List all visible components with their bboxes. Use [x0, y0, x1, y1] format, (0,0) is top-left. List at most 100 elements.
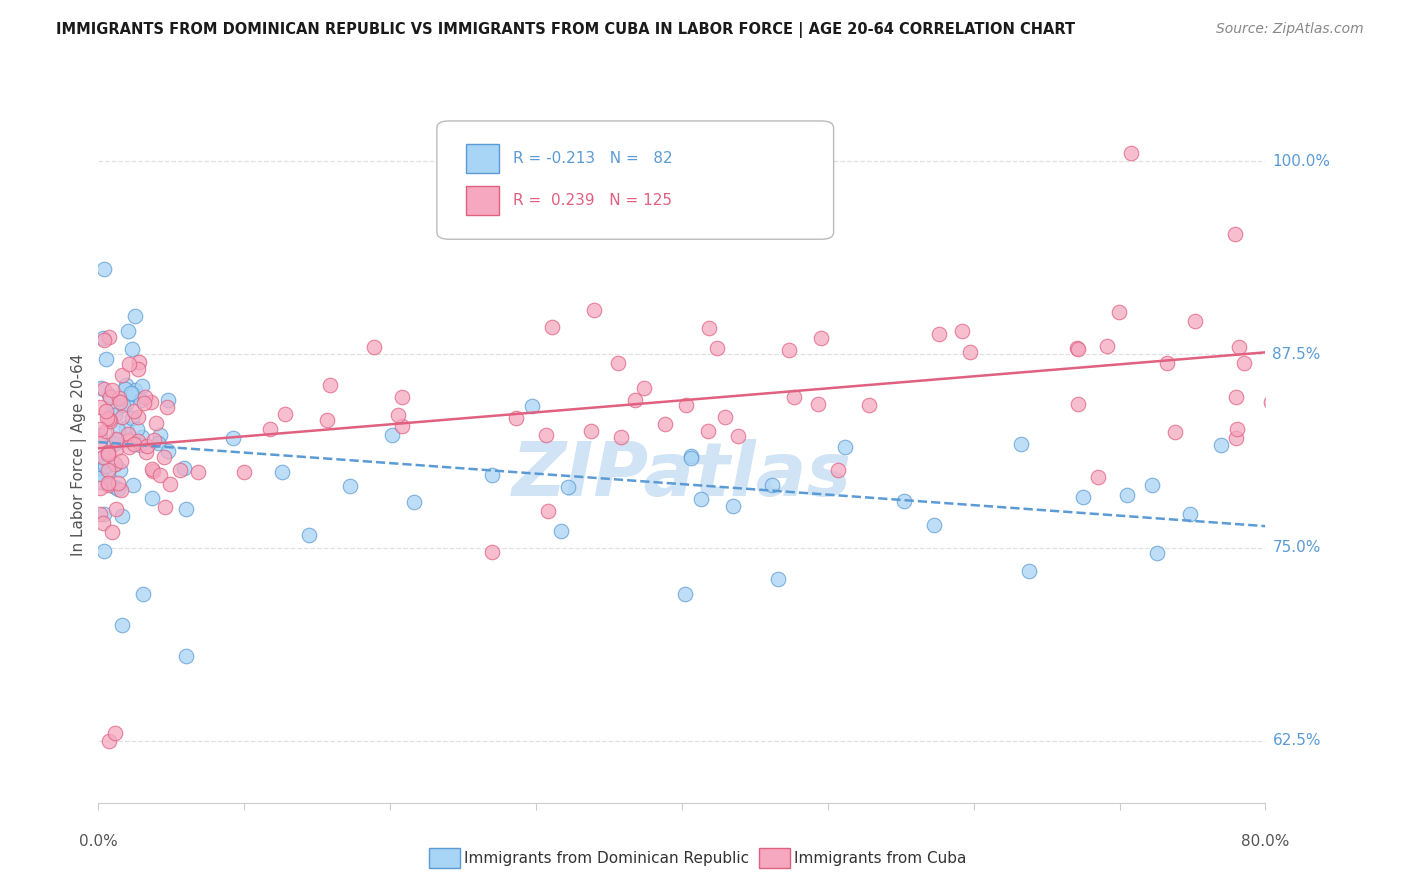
Point [1010, 437, 1032, 451]
Point [1395, 454, 1406, 468]
Point [104, 480, 127, 494]
Point [94, 458, 117, 473]
Point [124, 383, 146, 397]
Point [222, 431, 245, 445]
Point [169, 463, 191, 477]
Text: 87.5%: 87.5% [1272, 347, 1320, 362]
Point [807, 397, 830, 411]
Point [91, 450, 114, 464]
Point [135, 445, 157, 459]
Point [536, 428, 558, 442]
Point [681, 451, 703, 466]
Point [1319, 345, 1341, 359]
Point [316, 412, 339, 426]
Point [152, 450, 174, 464]
Point [696, 424, 718, 438]
Point [157, 392, 180, 407]
Point [858, 398, 880, 412]
Point [270, 465, 292, 479]
Point [97, 476, 120, 491]
Point [550, 524, 572, 538]
Point [1226, 422, 1249, 436]
Point [1071, 490, 1094, 504]
Point [1095, 339, 1118, 353]
Point [673, 587, 696, 601]
Point [675, 398, 697, 412]
Point [557, 480, 579, 494]
Text: 100.0%: 100.0% [1272, 153, 1330, 169]
Point [139, 395, 162, 409]
Point [89, 467, 111, 481]
Point [127, 362, 149, 376]
Point [121, 342, 143, 356]
Point [1225, 390, 1247, 404]
Point [110, 453, 132, 467]
Point [1121, 146, 1143, 161]
Point [481, 545, 503, 559]
Point [96, 351, 118, 366]
Point [174, 502, 197, 516]
Point [117, 325, 139, 339]
Point [93, 450, 115, 464]
Point [481, 467, 503, 482]
Point [142, 464, 165, 478]
Text: 62.5%: 62.5% [1272, 733, 1320, 748]
Point [98, 412, 121, 426]
Bar [465, 144, 499, 173]
Point [117, 440, 139, 454]
Point [104, 432, 127, 446]
Point [1389, 319, 1406, 334]
Point [97, 734, 120, 748]
Point [122, 403, 145, 417]
Point [127, 409, 149, 424]
Point [141, 491, 163, 505]
Point [110, 463, 132, 477]
Point [104, 458, 127, 472]
Point [110, 410, 132, 425]
Point [766, 573, 789, 587]
Point [633, 381, 655, 395]
Point [1108, 305, 1130, 319]
Text: R = -0.213   N =   82: R = -0.213 N = 82 [513, 151, 672, 166]
Point [132, 395, 155, 409]
Point [90, 475, 112, 490]
Point [1211, 438, 1233, 452]
Point [174, 648, 197, 663]
Point [93, 382, 115, 396]
Point [135, 439, 157, 453]
Point [114, 382, 136, 396]
Text: Immigrants from Dominican Republic: Immigrants from Dominican Republic [464, 851, 749, 865]
Point [93, 331, 115, 345]
Point [697, 321, 720, 335]
Point [537, 503, 560, 517]
Point [391, 391, 413, 405]
Point [141, 462, 163, 476]
Point [89, 433, 111, 447]
Point [120, 386, 142, 401]
Point [93, 334, 115, 348]
Point [1018, 564, 1040, 578]
Point [1233, 356, 1256, 370]
Point [117, 427, 139, 442]
Point [97, 463, 120, 477]
Point [121, 387, 143, 401]
Point [156, 400, 179, 414]
Point [1156, 356, 1178, 370]
Point [607, 356, 630, 370]
FancyBboxPatch shape [437, 121, 834, 239]
Point [98, 390, 121, 404]
Point [928, 327, 950, 342]
Text: Source: ZipAtlas.com: Source: ZipAtlas.com [1216, 22, 1364, 37]
Point [783, 390, 806, 404]
Point [1116, 488, 1139, 502]
Point [1227, 340, 1250, 354]
Text: R =  0.239   N = 125: R = 0.239 N = 125 [513, 193, 672, 208]
Point [112, 398, 135, 412]
Point [391, 418, 413, 433]
Point [118, 433, 141, 447]
Text: IMMIGRANTS FROM DOMINICAN REPUBLIC VS IMMIGRANTS FROM CUBA IN LABOR FORCE | AGE : IMMIGRANTS FROM DOMINICAN REPUBLIC VS IM… [56, 22, 1076, 38]
Point [124, 309, 146, 323]
Text: 75.0%: 75.0% [1272, 541, 1320, 555]
Text: 80.0%: 80.0% [1241, 834, 1289, 849]
Point [89, 508, 111, 522]
